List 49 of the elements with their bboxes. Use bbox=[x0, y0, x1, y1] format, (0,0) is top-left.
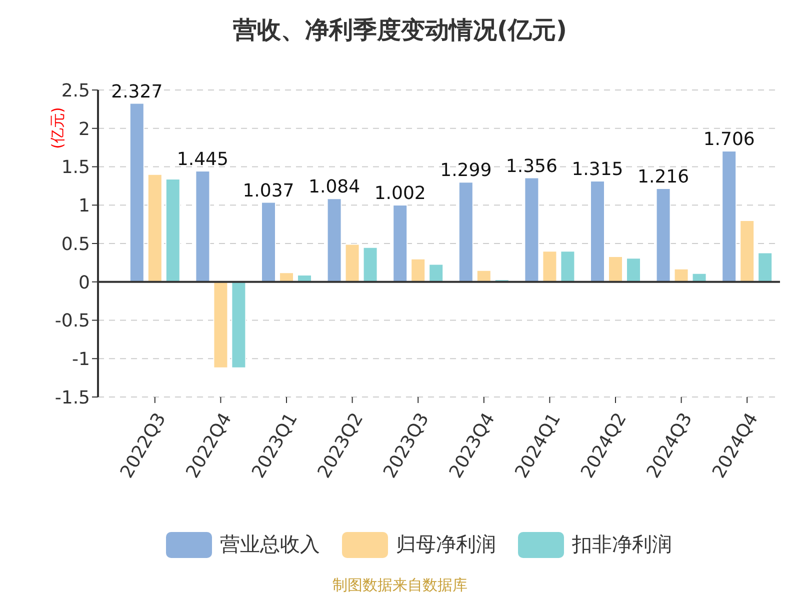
y-tick-label: 2 bbox=[78, 118, 90, 140]
legend-label: 归母净利润 bbox=[395, 531, 496, 558]
bar bbox=[260, 202, 276, 282]
data-label: 1.084 bbox=[308, 176, 360, 198]
y-tick-label: -1.5 bbox=[54, 387, 90, 408]
data-label: 1.356 bbox=[506, 156, 558, 177]
bar bbox=[560, 250, 576, 282]
y-tick-label: -1 bbox=[72, 349, 90, 370]
bar bbox=[129, 102, 144, 282]
y-tick-label: -0.5 bbox=[54, 310, 90, 332]
bar bbox=[542, 250, 558, 282]
bar bbox=[410, 258, 426, 282]
bar bbox=[458, 182, 474, 282]
bar bbox=[524, 177, 540, 282]
bar bbox=[656, 188, 671, 282]
data-label: 1.299 bbox=[440, 160, 492, 182]
bar bbox=[231, 281, 246, 368]
y-tick-label: 1.5 bbox=[61, 157, 90, 178]
bar bbox=[758, 252, 773, 282]
bar bbox=[326, 198, 342, 282]
data-label: 1.002 bbox=[374, 182, 426, 204]
data-label: 1.315 bbox=[572, 158, 624, 180]
bar bbox=[392, 204, 408, 282]
bar bbox=[626, 258, 641, 282]
bar bbox=[740, 220, 755, 282]
data-label: 1.445 bbox=[176, 148, 228, 170]
legend-label: 扣非净利润 bbox=[571, 531, 672, 558]
bar bbox=[590, 180, 605, 282]
bar bbox=[213, 281, 228, 368]
chart-title: 营收、净利季度变动情况(亿元) bbox=[232, 15, 568, 46]
y-tick-label: 0.5 bbox=[61, 234, 90, 255]
data-label: 2.327 bbox=[111, 81, 163, 102]
bar bbox=[147, 174, 162, 282]
y-tick-label: 2.5 bbox=[61, 80, 90, 102]
y-tick-label: 1 bbox=[78, 196, 90, 217]
bar bbox=[722, 150, 737, 282]
legend-label: 营业总收入 bbox=[219, 531, 320, 558]
bar bbox=[608, 256, 623, 282]
bar bbox=[165, 178, 180, 282]
data-label: 1.037 bbox=[242, 180, 294, 202]
bar bbox=[428, 264, 444, 282]
y-tick-label: 0 bbox=[78, 272, 90, 294]
text: 制图数据来自数据库 bbox=[332, 576, 468, 595]
bar bbox=[195, 170, 210, 282]
y-axis-title: (亿元) bbox=[48, 107, 68, 149]
bar bbox=[344, 244, 360, 282]
bar bbox=[362, 246, 378, 282]
data-label: 1.216 bbox=[638, 166, 690, 188]
data-label: 1.706 bbox=[703, 128, 755, 150]
